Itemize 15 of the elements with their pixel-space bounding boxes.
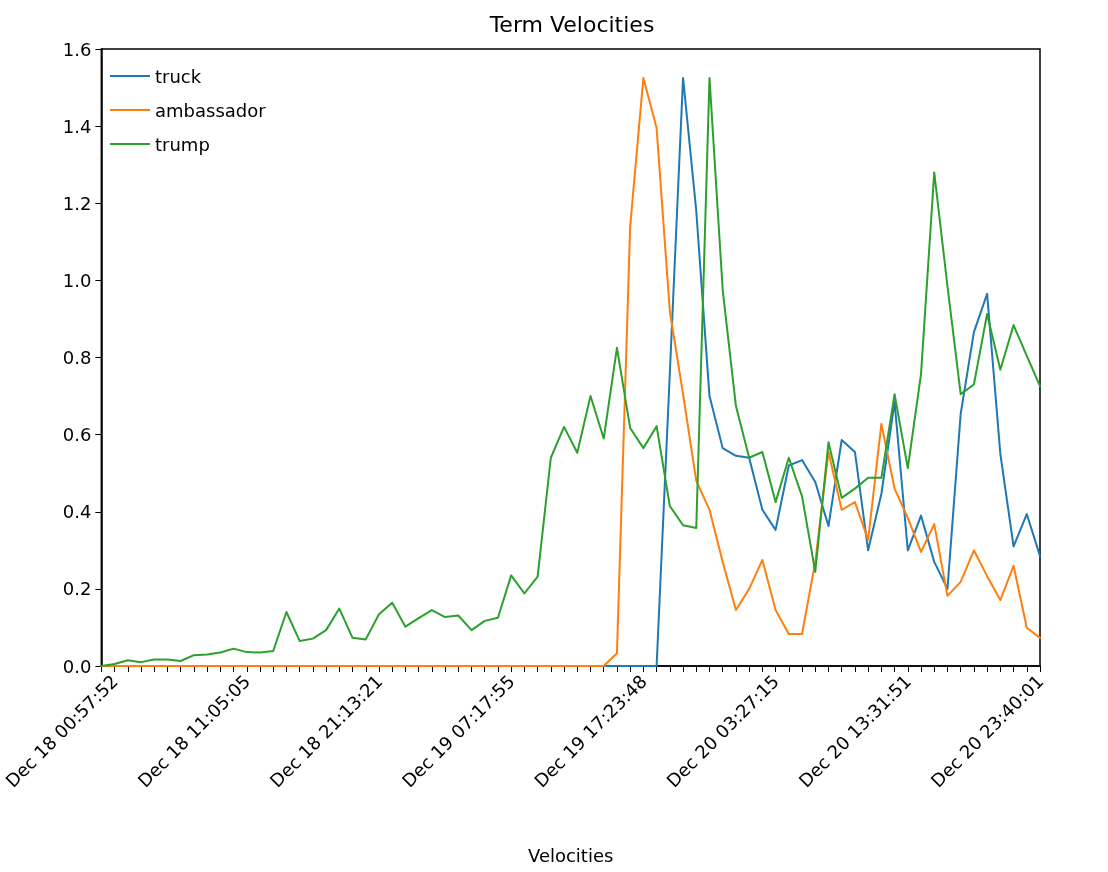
y-tick-label: 0.8 xyxy=(62,347,92,368)
y-tick-label: 1.6 xyxy=(62,38,92,60)
chart-title: Term Velocities xyxy=(488,11,655,37)
line-series xyxy=(602,76,1041,667)
y-tick-label: 1.2 xyxy=(62,192,92,214)
y-tick-label: 1.0 xyxy=(62,269,92,291)
y-tick-label: 0.6 xyxy=(62,424,92,446)
y-tick-label: 1.4 xyxy=(62,115,92,137)
y-tick-label: 0.0 xyxy=(62,655,92,677)
legend-label: truck xyxy=(155,65,202,87)
legend-label: ambassador xyxy=(155,99,267,121)
y-tick-label: 0.2 xyxy=(62,578,92,600)
x-axis-title: Velocities xyxy=(527,844,614,866)
y-tick-label: 0.4 xyxy=(62,501,92,523)
legend-label: trump xyxy=(155,133,210,155)
